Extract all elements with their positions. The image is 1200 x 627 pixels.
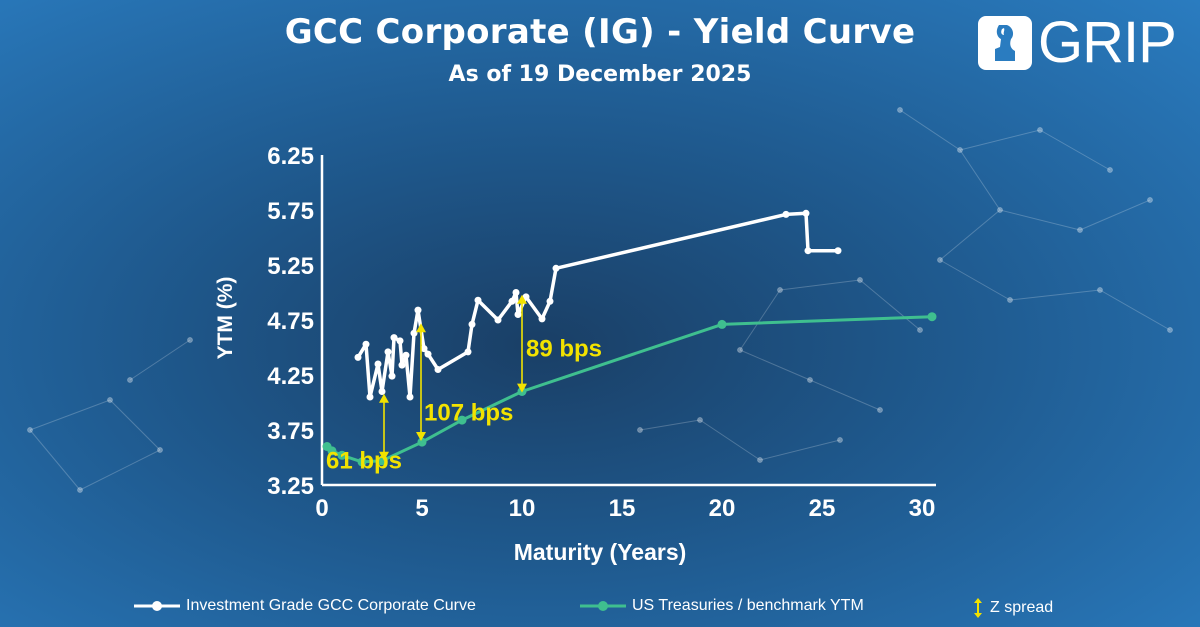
treasury-point bbox=[927, 312, 937, 322]
y-tick-label: 3.75 bbox=[267, 418, 314, 445]
z-spread-label: 61 bps bbox=[326, 448, 402, 475]
corporate-point bbox=[468, 320, 476, 328]
legend-marker-corporate bbox=[134, 601, 180, 611]
legend-label-corporate: Investment Grade GCC Corporate Curve bbox=[186, 597, 476, 614]
treasury-point bbox=[417, 437, 427, 447]
corporate-point bbox=[552, 264, 560, 272]
grip-logo: GRIP bbox=[978, 10, 1177, 75]
z-spread-arrow-head-top bbox=[416, 323, 426, 333]
x-tick-label: 25 bbox=[809, 495, 836, 522]
x-tick-label: 10 bbox=[509, 495, 536, 522]
z-spread-label: 89 bps bbox=[526, 336, 602, 363]
corporate-point bbox=[546, 297, 554, 305]
treasury-point bbox=[717, 319, 727, 329]
x-tick-label: 20 bbox=[709, 495, 736, 522]
corporate-point bbox=[396, 337, 404, 345]
corporate-point bbox=[362, 340, 370, 348]
treasury-point bbox=[327, 446, 337, 456]
corporate-point bbox=[802, 209, 810, 217]
corporate-point bbox=[834, 247, 842, 255]
chart-title: GCC Corporate (IG) - Yield Curve bbox=[284, 12, 916, 52]
z-spread-arrow-head-bottom bbox=[416, 432, 426, 441]
corporate-point bbox=[508, 297, 516, 305]
x-tick-label: 5 bbox=[415, 495, 428, 522]
corporate-point bbox=[366, 393, 374, 401]
x-tick-label: 15 bbox=[609, 495, 636, 522]
corporate-point bbox=[420, 345, 428, 353]
corporate-point bbox=[494, 316, 502, 324]
corporate-point bbox=[354, 353, 362, 361]
corporate-point bbox=[424, 350, 432, 358]
y-tick-label: 3.25 bbox=[267, 473, 314, 500]
z-spread-arrow-head-top bbox=[517, 294, 527, 304]
corporate-point bbox=[782, 210, 790, 218]
corporate-point bbox=[434, 366, 442, 373]
corporate-point bbox=[414, 306, 422, 314]
corporate-point bbox=[410, 329, 418, 337]
y-axis-label: YTM (%) bbox=[214, 277, 237, 360]
chart-legend: Investment Grade GCC Corporate Curve US … bbox=[0, 597, 1200, 619]
legend-item-zspread: Z spread bbox=[970, 597, 1053, 619]
y-tick-label: 6.25 bbox=[267, 143, 314, 170]
legend-label-treasury: US Treasuries / benchmark YTM bbox=[632, 597, 864, 614]
y-tick-label: 4.75 bbox=[267, 308, 314, 335]
corporate-point bbox=[384, 348, 392, 356]
legend-marker-treasury bbox=[580, 601, 626, 611]
y-tick-label: 5.75 bbox=[267, 198, 314, 225]
corporate-point bbox=[474, 296, 482, 304]
chart-subtitle: As of 19 December 2025 bbox=[448, 62, 752, 87]
torch-head-icon bbox=[978, 16, 1032, 70]
corporate-point bbox=[390, 334, 398, 342]
z-spread-arrow-head-bottom bbox=[517, 383, 527, 393]
corporate-point bbox=[378, 388, 386, 395]
x-tick-label: 30 bbox=[909, 495, 936, 522]
corporate-point bbox=[512, 289, 520, 296]
corporate-curve-line bbox=[356, 211, 838, 399]
x-tick-label: 0 bbox=[315, 495, 328, 522]
corporate-point bbox=[804, 247, 812, 255]
corporate-point bbox=[374, 360, 382, 368]
treasury-point bbox=[337, 450, 347, 460]
corporate-point bbox=[388, 372, 396, 380]
corporate-point bbox=[398, 361, 406, 369]
z-spread-label: 107 bps bbox=[424, 399, 513, 426]
z-spread-arrow-head-bottom bbox=[379, 451, 389, 461]
z-spread-arrow-head-top bbox=[379, 393, 389, 403]
corporate-point bbox=[402, 351, 410, 359]
y-tick-label: 5.25 bbox=[267, 253, 314, 280]
x-axis-label: Maturity (Years) bbox=[514, 539, 687, 565]
corporate-point bbox=[514, 311, 522, 318]
legend-label-zspread: Z spread bbox=[990, 599, 1054, 616]
corporate-point bbox=[406, 393, 414, 401]
treasury-point bbox=[357, 457, 367, 467]
y-tick-label: 4.25 bbox=[267, 363, 314, 390]
corporate-point bbox=[522, 293, 530, 301]
corporate-point bbox=[538, 315, 546, 323]
corporate-point bbox=[464, 348, 472, 356]
legend-item-treasury: US Treasuries / benchmark YTM bbox=[578, 597, 864, 615]
legend-item-corporate: Investment Grade GCC Corporate Curve bbox=[132, 597, 476, 615]
treasury-point bbox=[457, 415, 467, 425]
treasury-curve-line bbox=[326, 315, 933, 464]
logo-text: GRIP bbox=[1038, 10, 1177, 75]
double-arrow-icon bbox=[974, 598, 982, 618]
